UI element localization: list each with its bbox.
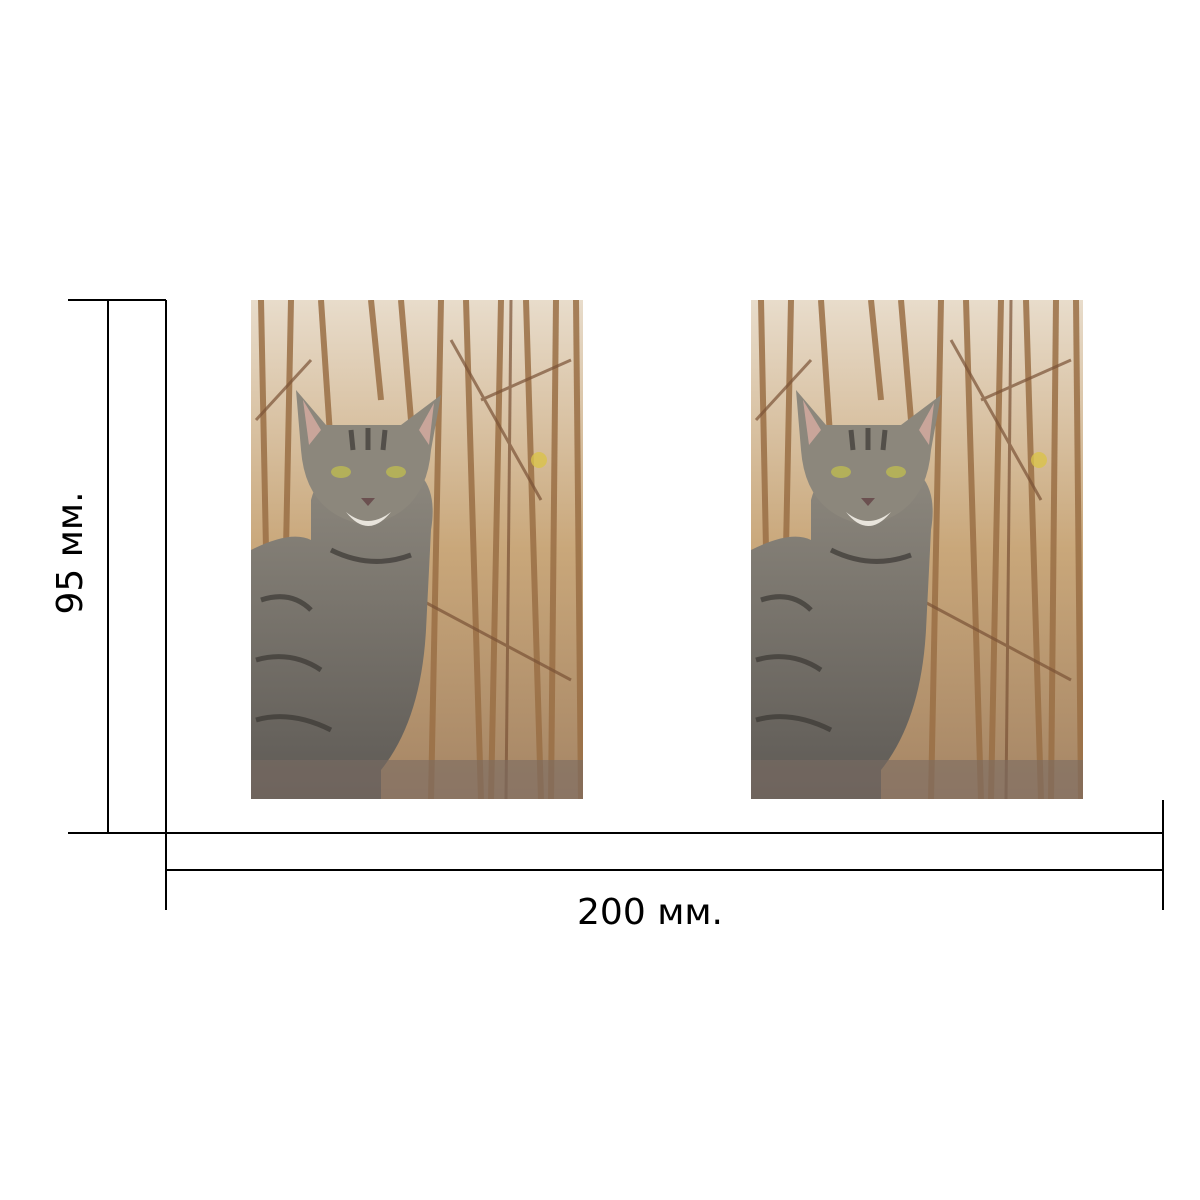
width-label: 200 мм.: [577, 892, 723, 933]
height-dimension: [68, 299, 167, 834]
product-photo: [751, 300, 1083, 799]
width-dimension: [165, 800, 1164, 910]
height-label: 95 мм.: [50, 491, 91, 614]
product-photo: [251, 300, 583, 799]
